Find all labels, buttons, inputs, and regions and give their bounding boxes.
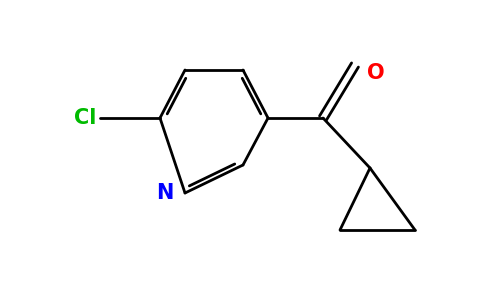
Text: N: N (156, 183, 173, 203)
Text: O: O (367, 63, 385, 83)
Text: Cl: Cl (74, 108, 96, 128)
